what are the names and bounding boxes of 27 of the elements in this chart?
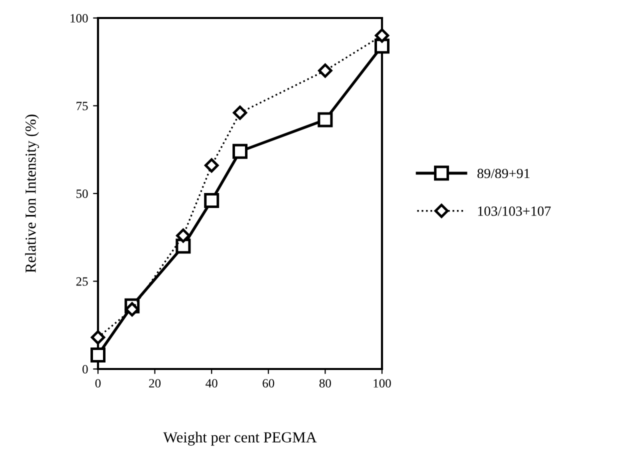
x-tick-label: 0 — [95, 379, 101, 388]
x-tick-label: 100 — [374, 379, 391, 388]
y-tick-label: 100 — [70, 14, 88, 22]
point — [90, 347, 106, 362]
legend-label: 103/103+107 — [478, 206, 551, 216]
y-tick-label: 0 — [82, 365, 88, 374]
legend-label: 89/89+91 — [477, 168, 530, 178]
point — [90, 330, 106, 345]
y-tick-label: 50 — [76, 190, 88, 198]
y-tick-label: 75 — [76, 102, 88, 110]
y-axis-title: Relative Ion Intensity (%) — [25, 114, 39, 273]
point — [232, 144, 248, 159]
x-tick-label: 40 — [206, 379, 218, 388]
y-tick-label: 25 — [76, 277, 88, 286]
x-tick-label: 60 — [262, 379, 274, 388]
point — [232, 106, 248, 120]
point — [204, 193, 220, 208]
x-tick-label: 80 — [319, 379, 331, 388]
point — [318, 112, 333, 128]
point — [204, 158, 219, 173]
point — [176, 238, 191, 254]
point — [374, 38, 390, 54]
x-tick-label: 20 — [149, 379, 161, 388]
point — [374, 28, 390, 43]
point — [318, 64, 332, 78]
x-axis-title: Weight per cent PEGMA — [163, 432, 317, 446]
point — [124, 302, 140, 316]
